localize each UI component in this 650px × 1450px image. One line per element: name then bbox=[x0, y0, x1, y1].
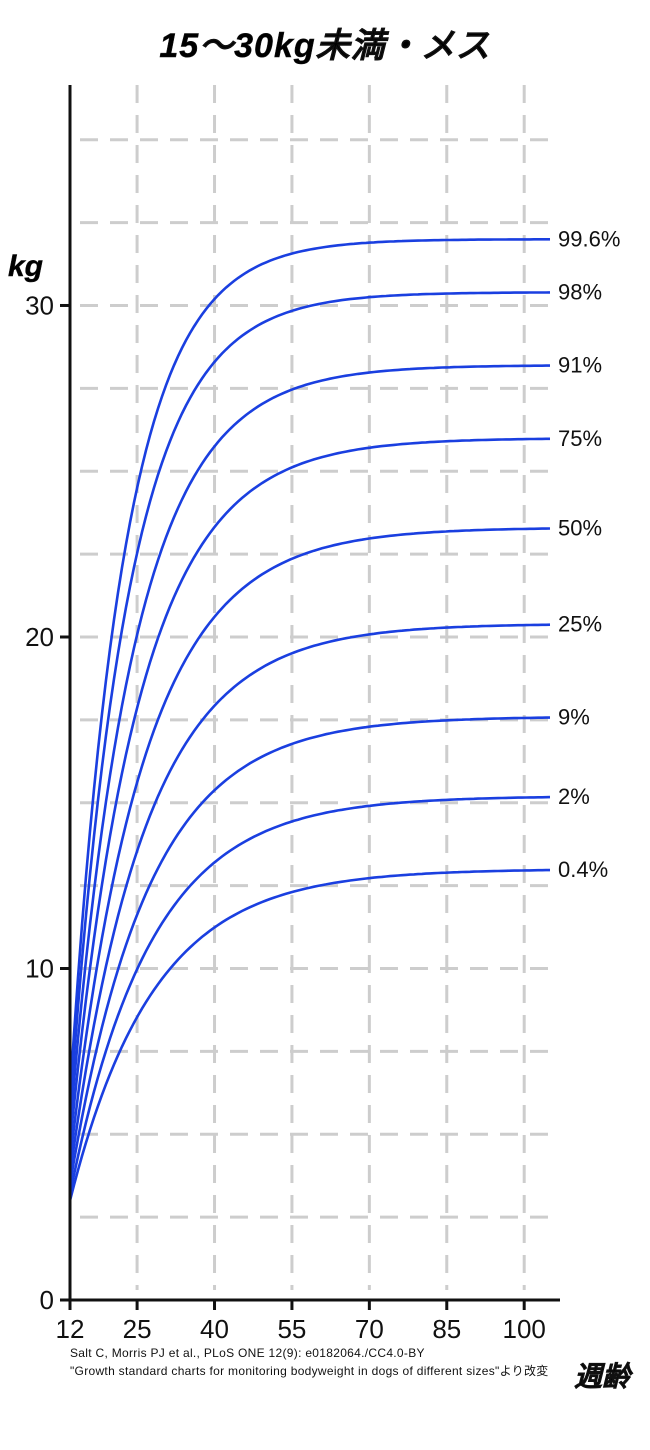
percentile-label: 98% bbox=[558, 279, 602, 304]
y-tick-label: 0 bbox=[40, 1285, 54, 1315]
percentile-label: 25% bbox=[558, 612, 602, 637]
percentile-label: 2% bbox=[558, 784, 590, 809]
x-tick-label: 25 bbox=[123, 1314, 152, 1344]
x-tick-label: 70 bbox=[355, 1314, 384, 1344]
footnote-line-1: Salt C, Morris PJ et al., PLoS ONE 12(9)… bbox=[70, 1346, 425, 1360]
percentile-label: 0.4% bbox=[558, 857, 608, 882]
percentile-label: 75% bbox=[558, 426, 602, 451]
y-tick-label: 20 bbox=[25, 622, 54, 652]
percentile-label: 50% bbox=[558, 516, 602, 541]
y-tick-label: 30 bbox=[25, 290, 54, 320]
x-tick-label: 12 bbox=[56, 1314, 85, 1344]
percentile-label: 99.6% bbox=[558, 226, 620, 251]
x-tick-label: 100 bbox=[502, 1314, 545, 1344]
percentile-label: 9% bbox=[558, 705, 590, 730]
footnote-line-2: "Growth standard charts for monitoring b… bbox=[70, 1362, 549, 1379]
x-tick-label: 85 bbox=[432, 1314, 461, 1344]
x-tick-label: 40 bbox=[200, 1314, 229, 1344]
growth-chart: 99.6% 98% 91% 75% 50% 25% 9% 2% 0.4% 0 10 20 30 12 25 4… bbox=[0, 0, 650, 1450]
x-tick-label: 55 bbox=[277, 1314, 306, 1344]
percentile-label: 91% bbox=[558, 353, 602, 378]
y-tick-label: 10 bbox=[25, 953, 54, 983]
page: 15～30kg未満・メス kg 週齢 99.6%98%91%75%50%25%9… bbox=[0, 0, 650, 1450]
